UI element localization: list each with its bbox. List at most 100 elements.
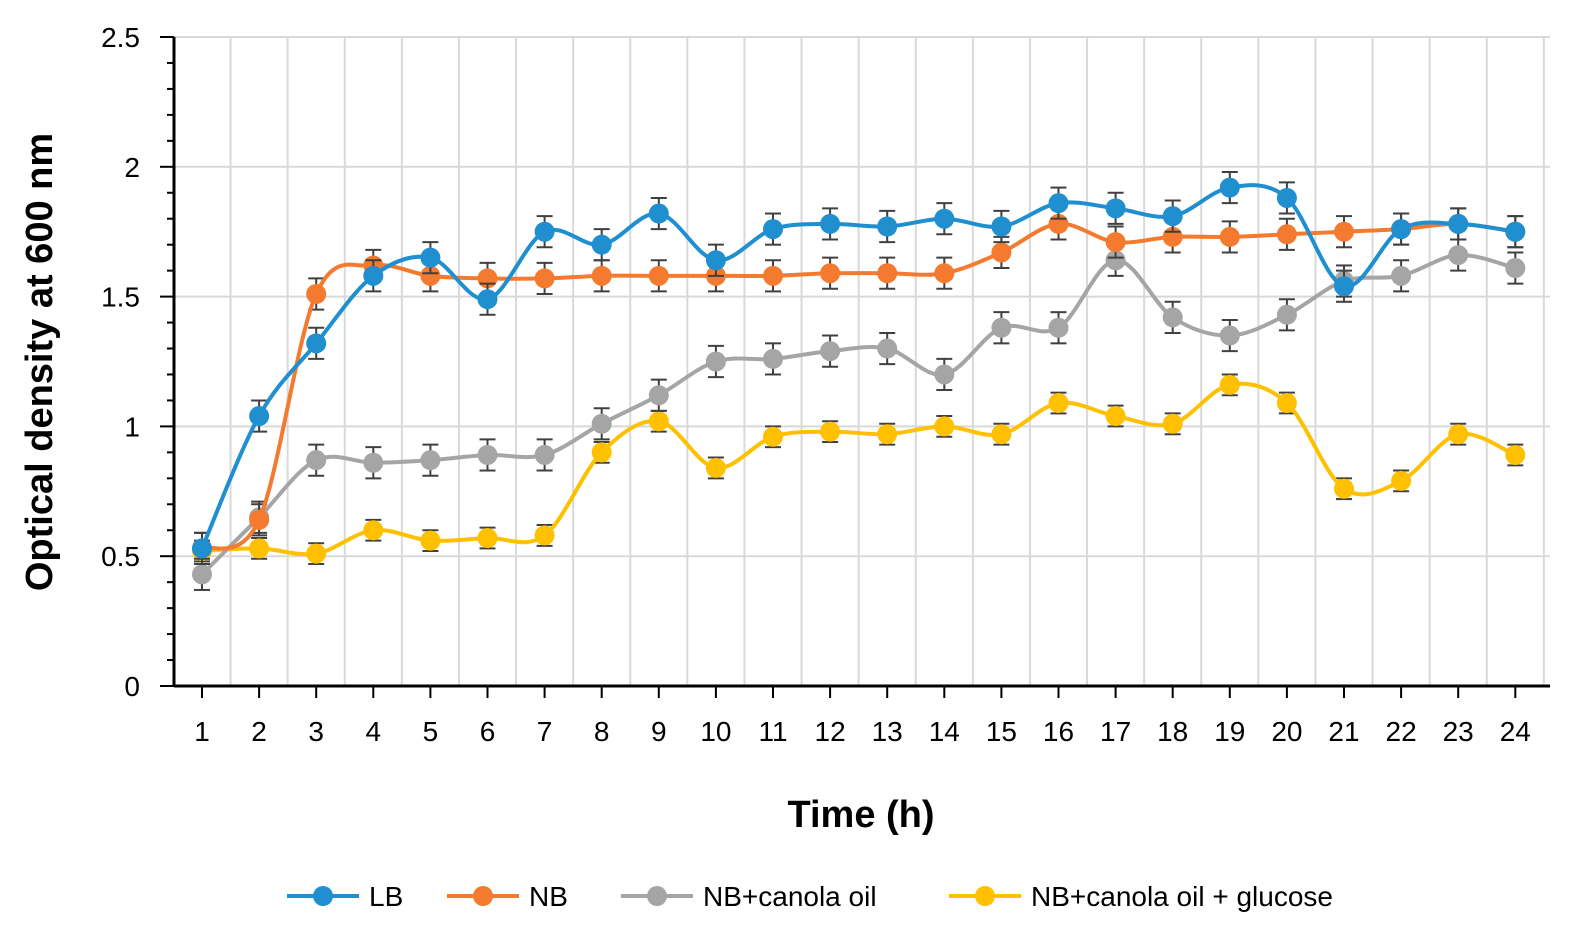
y-tick-label: 0 [124,671,140,702]
data-point [306,333,327,354]
data-point [1276,224,1297,245]
data-point [1391,265,1412,286]
data-point [934,416,955,437]
data-point [1448,424,1469,445]
x-tick-label: 8 [594,716,610,747]
data-point [1334,221,1354,242]
data-point [934,208,955,229]
x-tick-label: 19 [1214,716,1245,747]
data-point [306,543,327,564]
data-point [1162,413,1183,434]
data-point [534,268,555,289]
x-tick-label: 23 [1443,716,1474,747]
data-point [1048,193,1069,214]
data-point [877,338,898,359]
x-tick-label: 16 [1043,716,1074,747]
data-point [763,219,783,240]
data-point [991,424,1012,445]
data-point [648,203,669,224]
data-point [820,213,841,234]
data-point [1219,325,1240,346]
data-point [420,450,441,471]
data-point [1219,374,1240,395]
x-tick-label: 7 [537,716,553,747]
x-tick-label: 3 [308,716,324,747]
data-point [1334,276,1354,297]
data-point [1505,258,1526,279]
legend-item-lb: LB [287,881,403,912]
legend-label: NB [529,881,568,912]
data-point [1276,304,1297,325]
legend-marker [313,886,333,906]
data-point [648,411,669,432]
data-point [249,406,270,427]
data-point [477,528,498,549]
legend: LB NB NB+canola oil NB+canola oil + glucose [287,881,1333,912]
data-point [420,247,441,268]
data-point [877,424,898,445]
x-tick-label: 20 [1271,716,1302,747]
data-point [1334,478,1354,499]
data-point [820,263,841,284]
y-axis-title: Optical density at 600 nm [19,133,61,591]
y-tick-label: 1 [124,411,140,442]
x-tick-label: 24 [1500,716,1531,747]
data-point [934,263,955,284]
data-point [1505,444,1526,465]
x-axis-title: Time (h) [787,794,934,836]
data-point [991,242,1012,263]
y-tick-label: 2.5 [101,22,140,53]
data-point [820,341,841,362]
data-point [420,530,441,551]
x-tick-label: 21 [1328,716,1359,747]
data-point [991,317,1012,338]
data-point [820,421,841,442]
data-point [1448,213,1469,234]
data-point [591,234,612,255]
tick-labels: 00.511.522.51 2 3 4 5 6 7 8 9 10 11 12 13 14 15 16 17 18 1… [101,22,1531,747]
legend-marker [975,886,995,906]
data-point [648,385,669,406]
data-point [192,564,212,585]
data-point [534,221,555,242]
data-point [705,457,726,478]
data-point [1276,187,1297,208]
data-point [363,452,384,473]
data-point [591,413,612,434]
data-point [1105,232,1126,253]
x-tick-label: 2 [251,716,267,747]
x-tick-label: 22 [1386,716,1417,747]
data-point [1105,250,1126,271]
data-point [1048,393,1069,414]
data-point [1105,198,1126,219]
data-point [1048,317,1069,338]
data-point [877,216,898,237]
data-point [1391,219,1412,240]
legend-item-nb-canola-oil: NB+canola oil [621,881,877,912]
legend-marker [647,886,667,906]
data-point [249,538,270,559]
axes [160,36,1550,698]
data-point [477,289,498,310]
series-group [192,170,1526,591]
data-point [705,250,726,271]
x-tick-label: 11 [758,716,787,747]
legend-marker [473,886,493,906]
x-tick-label: 9 [651,716,667,747]
data-point [705,351,726,372]
y-tick-label: 2 [124,152,140,183]
grid [174,36,1550,686]
legend-label: NB+canola oil [703,881,877,912]
data-point [1505,221,1526,242]
y-tick-label: 1.5 [101,282,140,313]
data-point [306,284,327,305]
data-point [1219,226,1240,247]
x-tick-label: 14 [929,716,960,747]
data-point [991,216,1012,237]
data-point [363,265,384,286]
data-point [420,265,441,286]
legend-item-nb-canola-oil-glucose: NB+canola oil + glucose [949,881,1333,912]
x-tick-label: 5 [423,716,439,747]
data-point [763,265,783,286]
